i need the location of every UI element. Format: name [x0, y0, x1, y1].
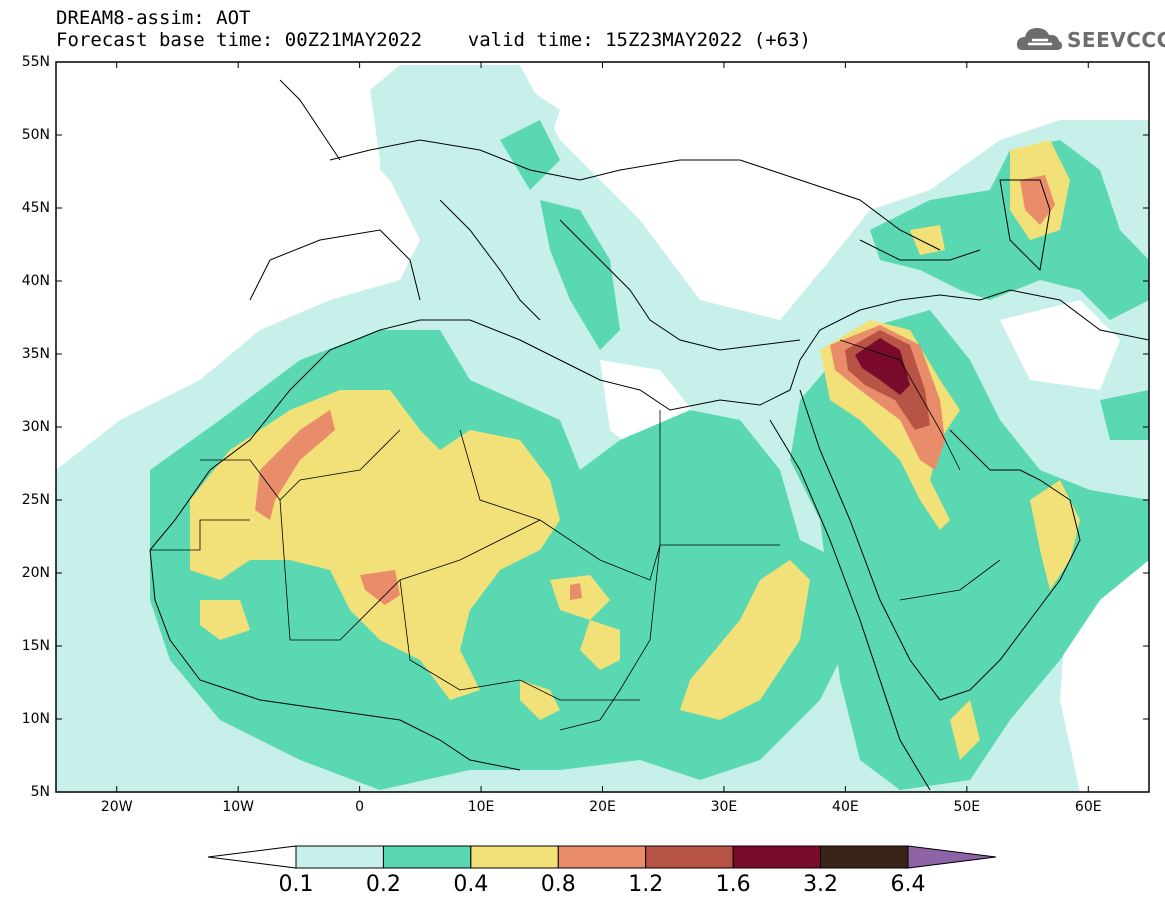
lat-label: 55N — [21, 54, 50, 70]
lat-label: 50N — [21, 127, 50, 143]
colorbar-label: 3.2 — [803, 872, 839, 897]
forecast-times: Forecast base time: 00Z21MAY2022 valid t… — [56, 29, 811, 51]
aot-level-0.8 — [255, 410, 335, 520]
colorbar-swatch — [470, 845, 559, 869]
aot-level-0.8 — [360, 570, 400, 605]
axis-ticks — [56, 61, 1149, 793]
colorbar — [207, 845, 997, 869]
aot-level-0.4 — [910, 225, 945, 255]
colorbar-label: 0.2 — [365, 872, 401, 897]
country-borders — [150, 339, 1001, 731]
aot-level-0.4 — [580, 620, 620, 670]
aot-level-0.4 — [520, 680, 560, 720]
seevccc-logo: SEEVCCC — [1015, 22, 1165, 56]
coastlines — [149, 79, 1149, 791]
cloud-icon — [1016, 28, 1063, 50]
lat-label: 20N — [21, 565, 50, 581]
lon-label: 20E — [589, 799, 616, 815]
colorbar-right-arrow — [907, 845, 997, 869]
colorbar-swatch — [645, 845, 734, 869]
lon-label: 50E — [953, 799, 981, 815]
lon-label: 10E — [467, 799, 495, 815]
aot-level-0.4 — [680, 560, 810, 720]
lon-label: 30E — [710, 799, 738, 815]
aot-level-0.2 — [540, 200, 620, 350]
colorbar-label: 1.6 — [715, 872, 751, 897]
lon-label: 40E — [832, 799, 859, 815]
colorbar-label: 0.1 — [278, 872, 314, 897]
lon-label: 60E — [1074, 799, 1102, 815]
aot-level-0.2 — [1100, 390, 1149, 440]
logo-text: SEEVCCC — [1067, 28, 1165, 52]
colorbar-swatch — [295, 845, 384, 869]
lat-label: 10N — [21, 711, 50, 727]
lat-label: 35N — [21, 346, 50, 362]
colorbar-swatch — [732, 845, 822, 869]
aot-level-1.6 — [855, 338, 910, 395]
aot-level-0.8 — [1020, 175, 1055, 225]
aot-level-0.4 — [200, 600, 250, 640]
lat-label: 5N — [30, 784, 50, 800]
lon-label: 10W — [222, 799, 254, 815]
aot-level-0.1 — [380, 90, 430, 190]
colorbar-left-arrow — [207, 845, 297, 869]
colorbar-label: 1.2 — [628, 872, 664, 897]
aot-level-0.2 — [870, 140, 1149, 320]
colorbar-swatch — [820, 845, 909, 869]
lat-label: 45N — [21, 200, 50, 216]
lon-label: 0 — [355, 799, 365, 815]
aot-field — [56, 62, 1149, 792]
lat-label: 25N — [21, 492, 50, 508]
colorbar-label: 0.4 — [453, 872, 489, 897]
map-title: DREAM8-assim: AOT — [56, 7, 251, 29]
aot-level-0.8 — [570, 583, 582, 600]
colorbar-label: 0.8 — [540, 872, 576, 897]
lat-label: 40N — [21, 273, 50, 289]
lon-label: 20W — [100, 799, 133, 815]
aot-level-0.4 — [950, 700, 980, 760]
lat-label: 30N — [21, 419, 50, 435]
colorbar-swatch — [557, 845, 647, 869]
colorbar-label: 6.4 — [890, 872, 926, 897]
aot-level-0.4 — [1030, 480, 1080, 590]
colorbar-swatch — [382, 845, 472, 869]
lat-label: 15N — [21, 638, 50, 654]
